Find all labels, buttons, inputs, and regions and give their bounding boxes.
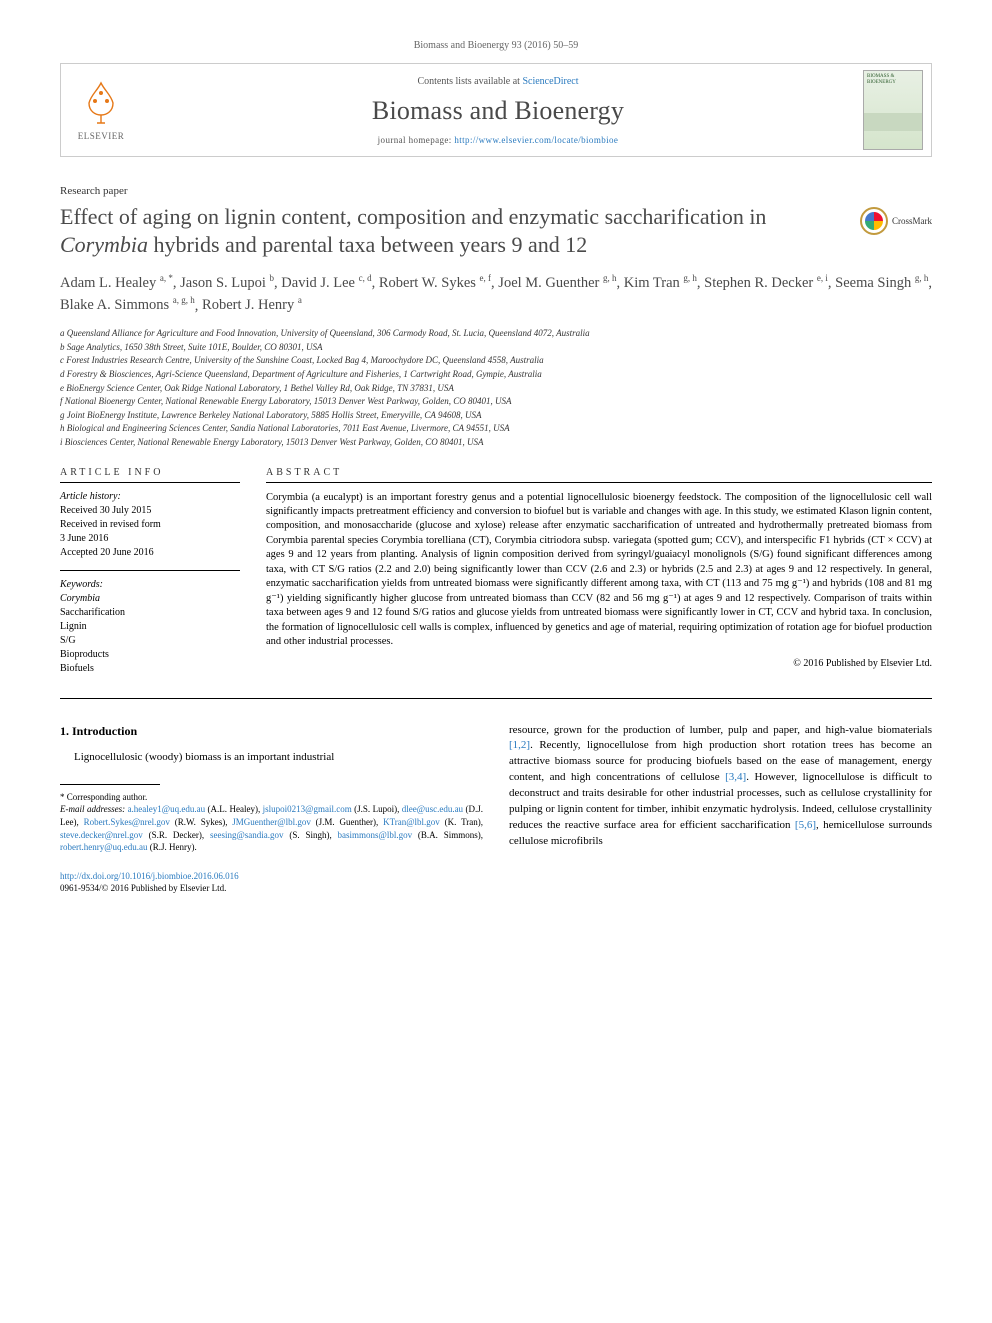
journal-reference: Biomass and Bioenergy 93 (2016) 50–59 <box>60 40 932 51</box>
paper-type: Research paper <box>60 185 932 197</box>
author: Blake A. Simmons a, g, h <box>60 297 195 313</box>
email-link[interactable]: steve.decker@nrel.gov <box>60 830 143 840</box>
email-link[interactable]: JMGuenther@lbl.gov <box>232 817 311 827</box>
intro-paragraph-cont: resource, grown for the production of lu… <box>509 723 932 851</box>
doi-link[interactable]: http://dx.doi.org/10.1016/j.biombioe.201… <box>60 871 239 881</box>
author: David J. Lee c, d <box>281 275 371 291</box>
cover-image: BIOMASS & BIOENERGY <box>863 70 923 150</box>
abstract-copyright: © 2016 Published by Elsevier Ltd. <box>266 658 932 669</box>
email-link[interactable]: jslupoi0213@gmail.com <box>263 804 352 814</box>
masthead: ELSEVIER Contents lists available at Sci… <box>60 63 932 157</box>
author: Joel M. Guenther g, h <box>498 275 616 291</box>
author: Jason S. Lupoi b <box>180 275 274 291</box>
rule <box>60 482 240 483</box>
keywords-label: Keywords: <box>60 579 240 590</box>
journal-title: Biomass and Bioenergy <box>141 96 855 126</box>
email-link[interactable]: Robert.Sykes@nrel.gov <box>84 817 170 827</box>
author: Robert J. Henry a <box>202 297 302 313</box>
paper-title: Effect of aging on lignin content, compo… <box>60 203 846 258</box>
elsevier-name: ELSEVIER <box>78 131 125 141</box>
keyword: S/G <box>60 634 240 648</box>
email-link[interactable]: robert.henry@uq.edu.au <box>60 842 148 852</box>
issn-line: 0961-9534/© 2016 Published by Elsevier L… <box>60 883 226 893</box>
keyword: Corymbia <box>60 592 240 606</box>
history-item: Accepted 20 June 2016 <box>60 546 240 560</box>
email-link[interactable]: KTran@lbl.gov <box>383 817 440 827</box>
author: Kim Tran g, h <box>624 275 697 291</box>
crossmark-badge[interactable]: CrossMark <box>860 207 932 235</box>
keyword: Lignin <box>60 620 240 634</box>
corresponding-author-note: * Corresponding author. <box>60 791 483 804</box>
affiliation: f National Bioenergy Center, National Re… <box>60 395 932 408</box>
intro-heading: 1. Introduction <box>60 723 483 740</box>
homepage-line: journal homepage: http://www.elsevier.co… <box>141 135 855 145</box>
email-link[interactable]: seesing@sandia.gov <box>210 830 284 840</box>
ref-link[interactable]: [1,2] <box>509 739 530 751</box>
article-info-heading: ARTICLE INFO <box>60 467 240 478</box>
affiliation: a Queensland Alliance for Agriculture an… <box>60 327 932 340</box>
elsevier-logo[interactable]: ELSEVIER <box>61 64 141 156</box>
author: Adam L. Healey a, * <box>60 275 173 291</box>
email-link[interactable]: basimmons@lbl.gov <box>338 830 413 840</box>
intro-paragraph: Lignocellulosic (woody) biomass is an im… <box>60 750 483 766</box>
affiliation: b Sage Analytics, 1650 38th Street, Suit… <box>60 341 932 354</box>
section-rule <box>60 698 932 699</box>
affiliation: c Forest Industries Research Centre, Uni… <box>60 354 932 367</box>
crossmark-label: CrossMark <box>892 216 932 226</box>
rule <box>60 570 240 571</box>
affiliation: d Forestry & Biosciences, Agri-Science Q… <box>60 368 932 381</box>
affiliation-list: a Queensland Alliance for Agriculture an… <box>60 327 932 448</box>
cover-thumbnail[interactable]: BIOMASS & BIOENERGY <box>855 64 931 156</box>
contents-prefix: Contents lists available at <box>417 76 522 87</box>
keyword: Saccharification <box>60 606 240 620</box>
history-label: Article history: <box>60 491 240 502</box>
ref-link[interactable]: [3,4] <box>725 771 746 783</box>
email-footnote: E-mail addresses: a.healey1@uq.edu.au (A… <box>60 803 483 853</box>
affiliation: h Biological and Engineering Sciences Ce… <box>60 422 932 435</box>
author-list: Adam L. Healey a, *, Jason S. Lupoi b, D… <box>60 272 932 317</box>
keyword: Biofuels <box>60 662 240 676</box>
history-item: 3 June 2016 <box>60 532 240 546</box>
crossmark-icon <box>860 207 888 235</box>
email-link[interactable]: dlee@usc.edu.au <box>402 804 463 814</box>
sciencedirect-link[interactable]: ScienceDirect <box>522 76 578 87</box>
history-item: Received 30 July 2015 <box>60 504 240 518</box>
email-link[interactable]: a.healey1@uq.edu.au <box>128 804 206 814</box>
rule <box>266 482 932 483</box>
author: Robert W. Sykes e, f <box>379 275 491 291</box>
affiliation: i Biosciences Center, National Renewable… <box>60 436 932 449</box>
author: Seema Singh g, h <box>835 275 928 291</box>
history-item: Received in revised form <box>60 518 240 532</box>
abstract-heading: ABSTRACT <box>266 467 932 478</box>
keyword: Bioproducts <box>60 648 240 662</box>
ref-link[interactable]: [5,6] <box>795 819 816 831</box>
elsevier-tree-icon <box>77 79 125 127</box>
author: Stephen R. Decker e, i <box>704 275 828 291</box>
affiliation: g Joint BioEnergy Institute, Lawrence Be… <box>60 409 932 422</box>
abstract-text: Corymbia (a eucalypt) is an important fo… <box>266 491 932 650</box>
homepage-prefix: journal homepage: <box>378 135 455 145</box>
affiliation: e BioEnergy Science Center, Oak Ridge Na… <box>60 382 932 395</box>
footnote-rule <box>60 784 160 785</box>
contents-line: Contents lists available at ScienceDirec… <box>141 76 855 87</box>
homepage-link[interactable]: http://www.elsevier.com/locate/biombioe <box>454 135 618 145</box>
